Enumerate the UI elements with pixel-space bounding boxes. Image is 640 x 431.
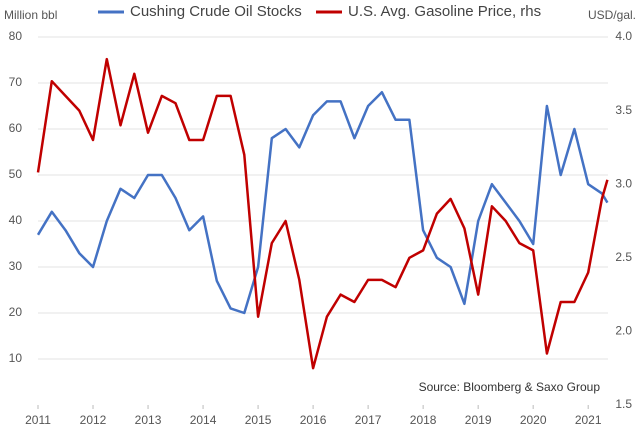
x-tick-label: 2013 [135, 413, 162, 427]
y2-tick-label: 2.5 [615, 250, 632, 264]
source-note: Source: Bloomberg & Saxo Group [419, 380, 601, 394]
y-tick-label: 60 [9, 121, 23, 135]
x-tick-label: 2019 [465, 413, 492, 427]
x-tick-label: 2014 [190, 413, 217, 427]
x-tick-label: 2015 [245, 413, 272, 427]
x-tick-label: 2021 [575, 413, 602, 427]
x-tick-label: 2012 [80, 413, 107, 427]
y-tick-label: 50 [9, 167, 23, 181]
y-tick-label: 10 [9, 351, 23, 365]
series-line [36, 57, 609, 370]
x-tick-label: 2018 [410, 413, 437, 427]
y2-tick-label: 1.5 [615, 397, 632, 411]
y-axis-label: Million bbl [4, 8, 57, 22]
y-tick-label: 20 [9, 305, 23, 319]
series-line [36, 90, 609, 315]
x-tick-label: 2017 [355, 413, 382, 427]
y-tick-label: 80 [9, 29, 23, 43]
y-tick-label: 70 [9, 75, 23, 89]
legend-label: Cushing Crude Oil Stocks [130, 3, 302, 20]
y-tick-label: 30 [9, 259, 23, 273]
y2-tick-label: 4.0 [615, 29, 632, 43]
x-tick-label: 2011 [25, 413, 51, 427]
y2-tick-label: 3.5 [615, 103, 632, 117]
y2-axis-label: USD/gal. [588, 8, 636, 22]
x-tick-label: 2016 [300, 413, 327, 427]
x-tick-label: 2020 [520, 413, 547, 427]
legend-label: U.S. Avg. Gasoline Price, rhs [348, 3, 541, 20]
y-tick-label: 40 [9, 213, 23, 227]
y2-tick-label: 2.0 [615, 324, 632, 338]
y2-tick-label: 3.0 [615, 176, 632, 190]
